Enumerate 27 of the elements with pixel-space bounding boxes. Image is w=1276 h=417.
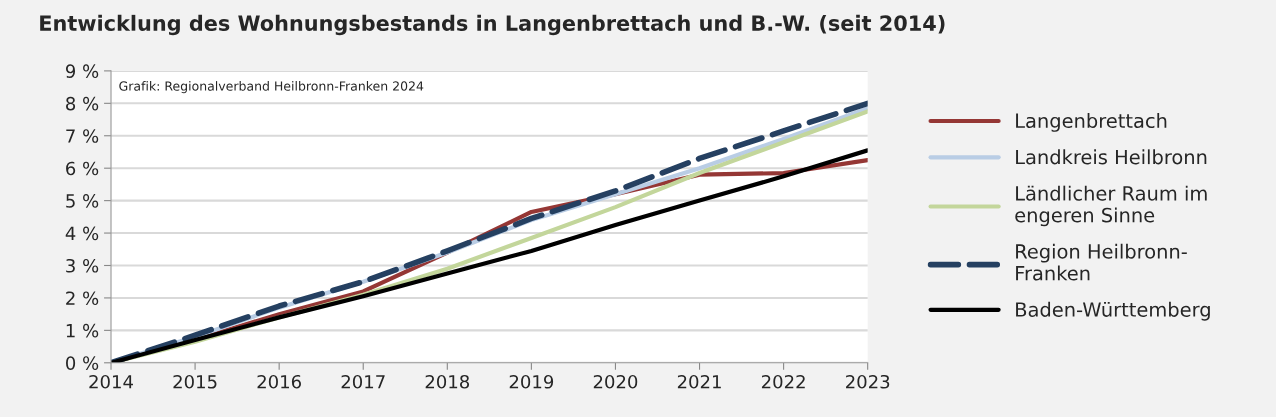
x-tick-label: 2023: [846, 374, 890, 389]
legend-label: Ländlicher Raum im engeren Sinne: [1015, 185, 1207, 227]
y-tick-label: 0 %: [66, 356, 99, 370]
y-tick-label: 8 %: [66, 96, 99, 111]
x-tick-label: 2014: [89, 374, 133, 389]
legend-label: Region Heilbronn- Franken: [1016, 243, 1187, 281]
x-tick-label: 2017: [341, 374, 385, 389]
y-tick-label: 9 %: [65, 64, 99, 79]
x-tick-label: 2022: [761, 374, 805, 389]
x-tick-label: 2015: [173, 374, 217, 389]
legend-label: Baden-Württemberg: [1016, 301, 1210, 321]
y-tick-label: 3 %: [66, 258, 99, 273]
y-tick-label: 2 %: [66, 291, 99, 306]
x-tick-label: 2018: [425, 374, 470, 389]
chart-title: Entwicklung des Wohnungsbestands in Langenbrettach und B.-W. (seit 2014): [40, 14, 945, 36]
y-tick-label: 1 %: [66, 323, 99, 338]
y-tick-label: 5 %: [66, 194, 99, 208]
y-tick-label: 4 %: [65, 226, 99, 241]
x-tick-label: 2019: [509, 374, 554, 389]
x-tick-label: 2020: [593, 374, 638, 389]
y-tick-label: 7 %: [66, 129, 99, 143]
legend-label: Landkreis Heilbronn: [1016, 149, 1207, 165]
legend-label: Langenbrettach: [1016, 113, 1167, 132]
y-tick-label: 6 %: [66, 161, 99, 176]
x-tick-label: 2016: [257, 374, 301, 389]
annotation: Grafik: Regionalverband Heilbronn-Franken 2024: [119, 81, 424, 94]
x-tick-label: 2021: [677, 374, 721, 389]
